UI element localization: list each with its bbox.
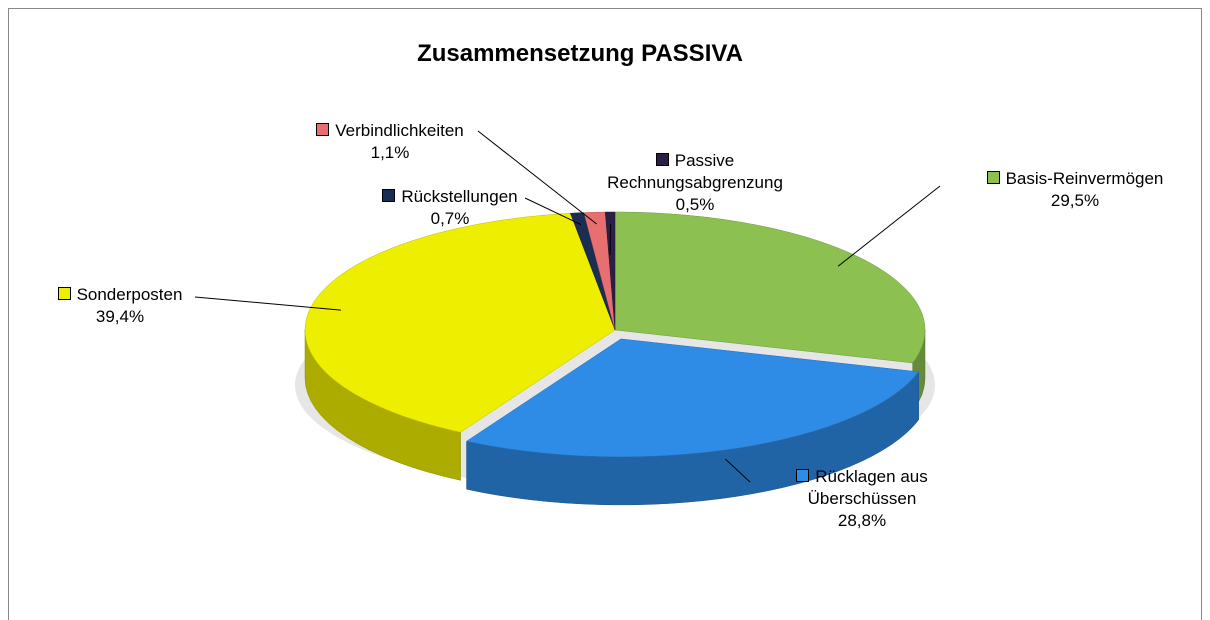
data-label: Basis-Reinvermögen 29,5% [945,168,1205,212]
value-label: 1,1% [370,143,410,162]
value-label: 29,5% [1050,191,1100,210]
chart-frame [8,8,1202,620]
legend-swatch [316,123,330,136]
data-label: Rücklagen aus Überschüssen 28,8% [787,466,937,532]
slice-tops [304,211,926,458]
value-label: 0,5% [675,195,715,214]
label-name: Rückstellungen [350,186,550,208]
data-label: Sonderposten 39,4% [20,284,220,328]
data-label: Passive Rechnungsabgrenzung 0,5% [575,150,815,216]
value-label: 28,8% [837,511,887,530]
slice [604,211,616,331]
leader-line [524,197,582,226]
legend-swatch [57,287,71,300]
slice [465,338,920,458]
leader-line [194,296,341,311]
leader-line [609,223,612,256]
category-label: Sonderposten [76,285,183,304]
legend-swatch [986,171,1000,184]
slice [614,211,926,364]
leader-line [477,130,597,225]
value-label: 0,7% [430,209,470,228]
category-label: Rückstellungen [401,187,518,206]
leader-line [724,458,751,483]
category-label: Verbindlichkeiten [335,121,464,140]
label-name: Sonderposten [20,284,220,306]
data-label: Rückstellungen 0,7% [350,186,550,230]
legend-swatch [796,469,810,482]
category-label: Rücklagen aus Überschüssen [807,467,928,508]
label-name: Verbindlichkeiten [280,120,500,142]
label-name: Rücklagen aus Überschüssen [787,466,937,510]
leader-line [837,185,941,267]
value-label: 39,4% [95,307,145,326]
slice [304,212,616,433]
category-label: Basis-Reinvermögen [1005,169,1164,188]
chart-title: Zusammensetzung PASSIVA [417,40,743,67]
label-name: Basis-Reinvermögen [945,168,1205,190]
data-label: Verbindlichkeiten 1,1% [280,120,500,164]
label-name: Passive Rechnungsabgrenzung [575,150,815,194]
legend-swatch [655,153,669,166]
category-label: Passive Rechnungsabgrenzung [607,151,783,192]
legend-swatch [382,189,396,202]
